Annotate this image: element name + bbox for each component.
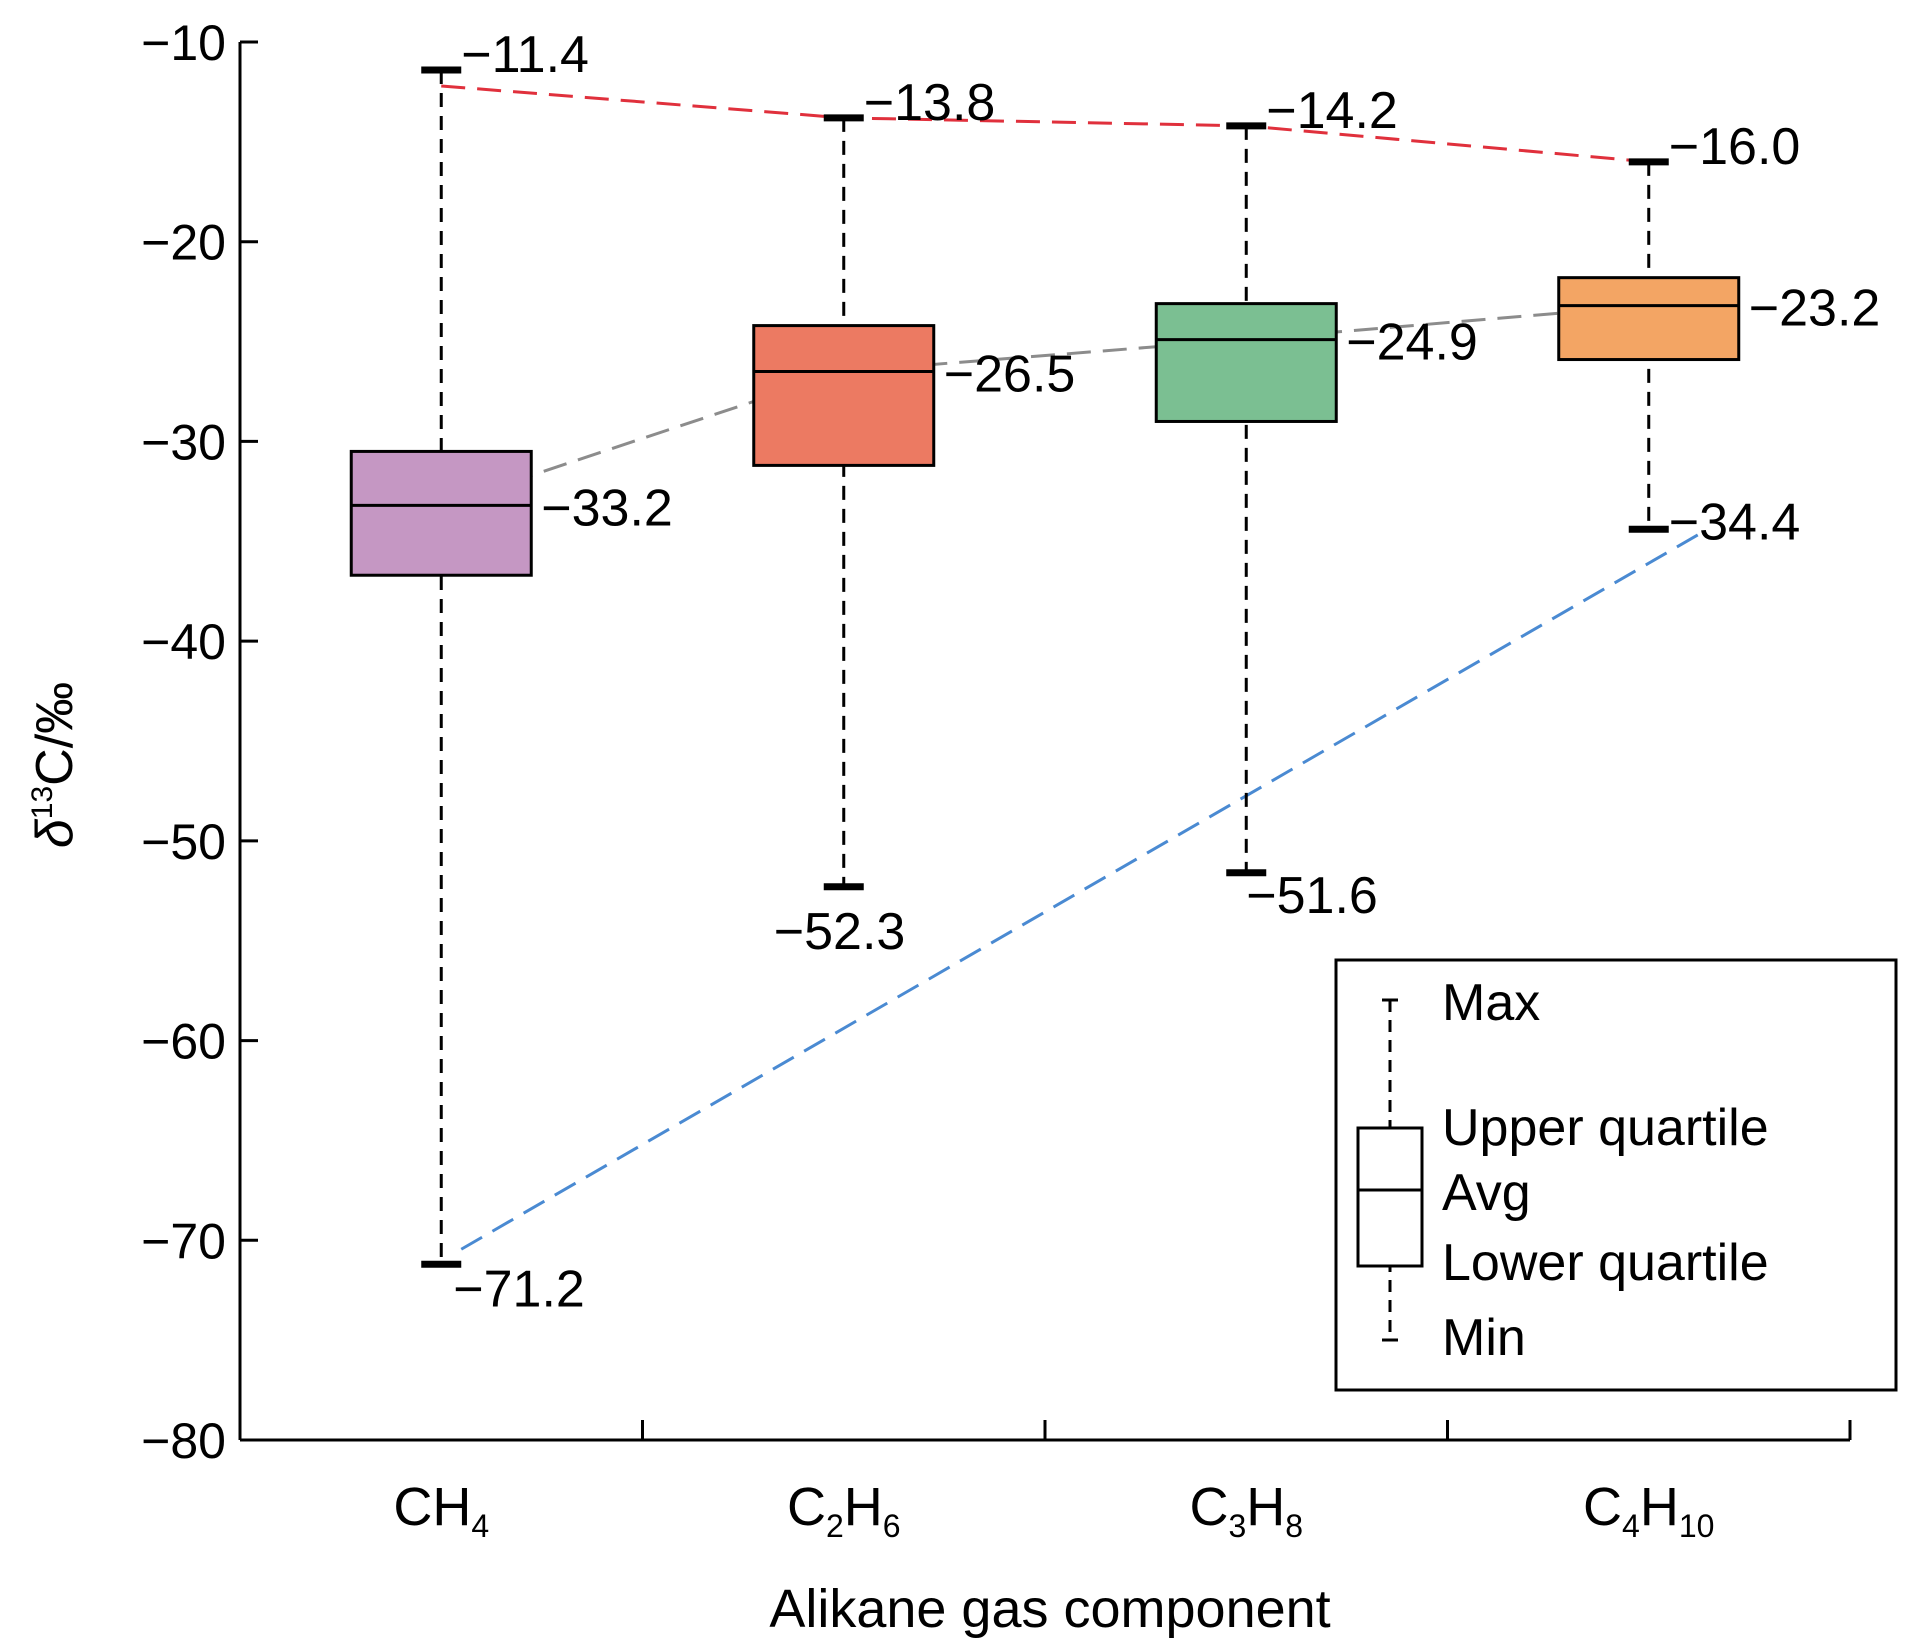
x-tick-label: C4H10	[1583, 1477, 1714, 1544]
max-data-label: −13.8	[864, 74, 996, 132]
min-data-label: −51.6	[1246, 867, 1378, 925]
legend-item-label: Upper quartile	[1442, 1099, 1769, 1157]
x-tick-label: CH4	[393, 1477, 489, 1544]
data-labels: −11.4 −33.2 −71.2 −13.8 −26.5 −52.3 −14.2 −24.9…	[453, 26, 1880, 1318]
trend-line-max	[441, 84, 1649, 164]
x-axis-label: Alikane gas component	[769, 1579, 1330, 1639]
y-tick-label: −60	[141, 1014, 226, 1070]
y-tick-label: −50	[141, 814, 226, 870]
avg-data-label: −23.2	[1749, 280, 1881, 338]
min-data-label: −34.4	[1669, 493, 1801, 551]
legend-item-label: Avg	[1442, 1164, 1531, 1222]
x-tick-label: C2H6	[787, 1477, 901, 1544]
avg-data-label: −33.2	[541, 479, 673, 537]
max-data-label: −11.4	[461, 26, 589, 84]
boxes	[349, 66, 1741, 1268]
y-axis-label: δ13C/‰	[26, 682, 84, 848]
x-tick-label: C3H8	[1189, 1477, 1303, 1544]
trend-lines	[440, 84, 1700, 1251]
y-tick-label: −40	[141, 614, 226, 670]
avg-data-label: −26.5	[944, 346, 1076, 404]
legend-item-label: Min	[1442, 1309, 1526, 1367]
y-tick-label: −80	[141, 1413, 226, 1469]
axes: −10 −20 −30 −40 −50 −60 −70 −80 CH4 C2H6 C3H8 C4H10	[141, 15, 1852, 1544]
min-data-label: −52.3	[774, 903, 906, 961]
legend-item-label: Max	[1442, 974, 1540, 1032]
box-iqr	[1154, 302, 1338, 423]
box-iqr	[752, 324, 936, 467]
min-data-label: −71.2	[453, 1260, 585, 1318]
trend-line-min	[460, 533, 1700, 1251]
y-tick-label: −70	[141, 1213, 226, 1269]
box-iqr	[1557, 276, 1741, 362]
trend-line-avg	[440, 304, 1649, 507]
y-tick-label: −20	[141, 215, 226, 271]
max-data-label: −16.0	[1669, 118, 1801, 176]
max-data-label: −14.2	[1266, 82, 1398, 140]
legend-box	[1334, 958, 1898, 1392]
y-tick-label: −10	[141, 15, 226, 71]
y-tick-label: −30	[141, 414, 226, 470]
legend-box-icon	[1356, 1126, 1424, 1268]
avg-data-label: −24.9	[1346, 314, 1478, 372]
legend-item-label: Lower quartile	[1442, 1234, 1769, 1292]
box-iqr	[349, 449, 533, 577]
legend: Max Upper quartile Avg Lower quartile Min	[1334, 958, 1898, 1392]
